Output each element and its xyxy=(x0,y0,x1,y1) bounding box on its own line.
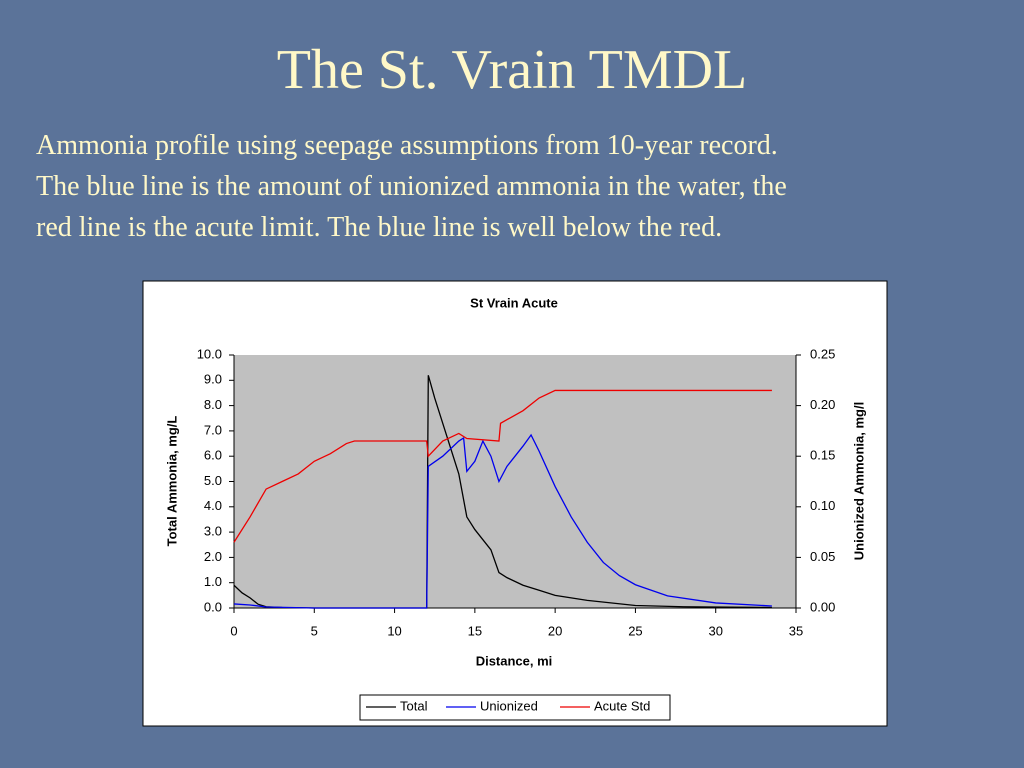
x-tick-label: 35 xyxy=(789,623,803,638)
x-tick-label: 5 xyxy=(311,623,318,638)
y2-tick-label: 0.10 xyxy=(810,498,835,513)
legend-label: Acute Std xyxy=(594,698,650,713)
slide-text: The blue line is the amount of unionized… xyxy=(36,171,787,202)
y-tick-label: 9.0 xyxy=(204,372,222,387)
y-tick-label: 1.0 xyxy=(204,574,222,589)
y2-axis-label: Unionized Ammonia, mg/l xyxy=(851,402,866,560)
slide-text: Ammonia profile using seepage assumption… xyxy=(36,130,778,161)
y-tick-label: 3.0 xyxy=(204,524,222,539)
x-tick-label: 0 xyxy=(230,623,237,638)
y-tick-label: 0.0 xyxy=(204,599,222,614)
y2-tick-label: 0.15 xyxy=(810,448,835,463)
y-tick-label: 10.0 xyxy=(197,346,222,361)
x-tick-label: 30 xyxy=(708,623,722,638)
y-tick-label: 7.0 xyxy=(204,422,222,437)
y2-tick-label: 0.00 xyxy=(810,599,835,614)
y2-tick-label: 0.25 xyxy=(810,346,835,361)
y2-tick-label: 0.05 xyxy=(810,549,835,564)
chart-title: St Vrain Acute xyxy=(470,295,558,310)
y-tick-label: 6.0 xyxy=(204,448,222,463)
x-axis-label: Distance, mi xyxy=(476,653,553,668)
series-line xyxy=(233,389,772,543)
x-tick-label: 15 xyxy=(468,623,482,638)
legend-label: Unionized xyxy=(480,698,538,713)
legend-label: Total xyxy=(400,698,428,713)
slide-text: red line is the acute limit. The blue li… xyxy=(36,212,723,243)
y-axis-label: Total Ammonia, mg/L xyxy=(164,416,179,547)
y2-tick-label: 0.20 xyxy=(810,397,835,412)
series-line xyxy=(233,433,772,609)
legend xyxy=(359,694,671,721)
y-tick-label: 4.0 xyxy=(204,498,222,513)
y-tick-label: 2.0 xyxy=(204,549,222,564)
x-tick-label: 10 xyxy=(387,623,401,638)
slide-title: The St. Vrain TMDL xyxy=(276,39,748,101)
y-tick-label: 8.0 xyxy=(204,397,222,412)
x-tick-label: 20 xyxy=(548,623,562,638)
x-tick-label: 25 xyxy=(628,623,642,638)
plot-area xyxy=(234,355,796,608)
y-tick-label: 5.0 xyxy=(204,473,222,488)
